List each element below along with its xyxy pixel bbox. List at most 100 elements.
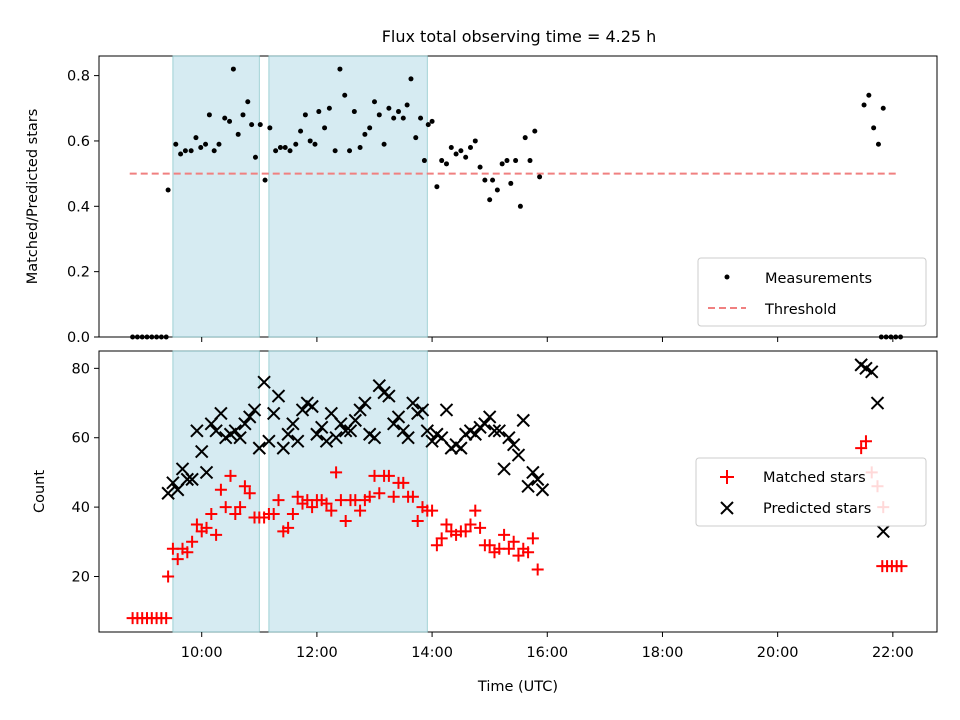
measurement-point	[206, 112, 212, 118]
ratio-y-tick-label: 0.0	[67, 330, 90, 346]
measurement-point	[154, 334, 160, 340]
measurement-point	[337, 66, 343, 72]
predicted-star-point	[329, 431, 343, 445]
predicted-star-point	[228, 424, 243, 438]
matched-star-point	[243, 487, 256, 500]
predicted-star-point	[233, 431, 247, 445]
measurement-point	[866, 92, 872, 98]
predicted-star-point	[425, 434, 439, 448]
predicted-star-point	[242, 410, 257, 424]
ratio-legend-box	[697, 257, 927, 327]
predicted-star-point	[468, 427, 482, 441]
ratio-y-tick-label: 0.4	[67, 199, 90, 215]
predicted-star-point	[314, 420, 329, 435]
measurement-point	[158, 334, 164, 340]
measurement-point	[418, 115, 424, 121]
measurement-point	[287, 148, 293, 154]
matched-star-point	[387, 490, 400, 503]
matched-star-point	[426, 504, 439, 517]
predicted-star-point	[190, 424, 204, 438]
measurement-point	[307, 138, 313, 144]
measurement-point	[249, 122, 255, 128]
count-y-ticks: 20 40 60 80	[72, 361, 99, 585]
ratio-shaded-intervals	[172, 55, 428, 338]
predicted-star-point	[526, 465, 540, 480]
measurement-point	[508, 180, 514, 186]
measurement-point	[262, 177, 268, 183]
count-shaded-intervals	[172, 350, 428, 633]
predicted-star-point	[372, 378, 387, 393]
measurement-point	[298, 128, 304, 134]
matched-star-point	[291, 490, 304, 503]
predicted-star-point	[334, 417, 348, 431]
legend-threshold-label: Threshold	[764, 302, 836, 318]
measurement-point	[230, 66, 236, 72]
measurement-point	[499, 161, 505, 167]
count-y-tick-label: 80	[72, 361, 90, 377]
measurement-point	[487, 197, 493, 203]
matched-star-point	[430, 539, 443, 552]
measurement-point	[302, 112, 308, 118]
measurement-point	[400, 115, 406, 121]
measurement-point	[326, 105, 332, 111]
measurement-point	[193, 135, 199, 141]
matched-star-point	[238, 480, 251, 493]
predicted-star-point	[353, 403, 367, 417]
measurement-point	[376, 112, 382, 118]
measurement-point	[391, 115, 397, 121]
measurement-points	[130, 66, 904, 340]
x-tick-label: 14:00	[411, 645, 453, 661]
predicted-star-point	[266, 406, 281, 421]
ratio-y-tick-label: 0.8	[67, 69, 90, 85]
measurement-point	[293, 141, 299, 147]
predicted-star-point	[195, 444, 209, 459]
measurement-point	[222, 115, 228, 121]
predicted-star-point	[290, 434, 305, 448]
measurement-point	[467, 144, 473, 150]
matched-star-point	[469, 504, 482, 517]
predicted-star-point	[358, 396, 372, 410]
matched-stars-points	[126, 435, 908, 625]
matched-star-point	[186, 535, 199, 548]
measurement-point	[413, 135, 419, 141]
measurement-point	[144, 334, 150, 340]
matched-star-point	[363, 490, 376, 503]
measurement-point	[522, 135, 528, 141]
measurement-point	[227, 118, 233, 124]
legend-measurements-label: Measurements	[765, 271, 872, 287]
predicted-star-point	[870, 396, 885, 410]
measurement-point	[277, 144, 283, 150]
predicted-star-point	[516, 413, 530, 428]
predicted-star-point	[271, 389, 286, 403]
measurement-point	[240, 112, 246, 118]
x-tick-label: 12:00	[296, 645, 338, 661]
matched-star-point	[282, 521, 295, 534]
measurement-point	[408, 76, 414, 82]
matched-star-point	[205, 508, 218, 521]
count-panel-frame	[98, 350, 938, 633]
predicted-star-point	[396, 424, 410, 438]
measurement-point	[367, 125, 373, 131]
measurement-point	[893, 334, 899, 340]
predicted-star-point	[439, 403, 454, 417]
matched-star-point	[464, 518, 477, 531]
legend-matched-marker	[720, 470, 734, 484]
matched-star-point	[339, 514, 352, 527]
measurement-point	[342, 92, 348, 98]
count-panel: Count Time (UTC) 20 40 60 80 10:00 12:00 14:0…	[32, 350, 938, 695]
matched-star-point	[397, 476, 410, 489]
predicted-star-point	[478, 417, 492, 431]
measurement-point	[203, 141, 209, 147]
predicted-star-point	[506, 437, 521, 452]
count-y-tick-label: 60	[72, 431, 90, 447]
predicted-star-point	[502, 431, 516, 445]
count-legend-box	[695, 457, 927, 527]
measurement-point	[458, 148, 464, 154]
matched-star-point	[190, 518, 203, 531]
predicted-star-point	[310, 427, 324, 441]
predicted-star-point	[324, 406, 339, 421]
ratio-y-tick-label: 0.6	[67, 134, 90, 150]
predicted-star-point	[348, 413, 363, 428]
ratio-y-axis-label: Matched/Predicted stars	[25, 109, 41, 285]
measurement-point	[898, 334, 904, 340]
